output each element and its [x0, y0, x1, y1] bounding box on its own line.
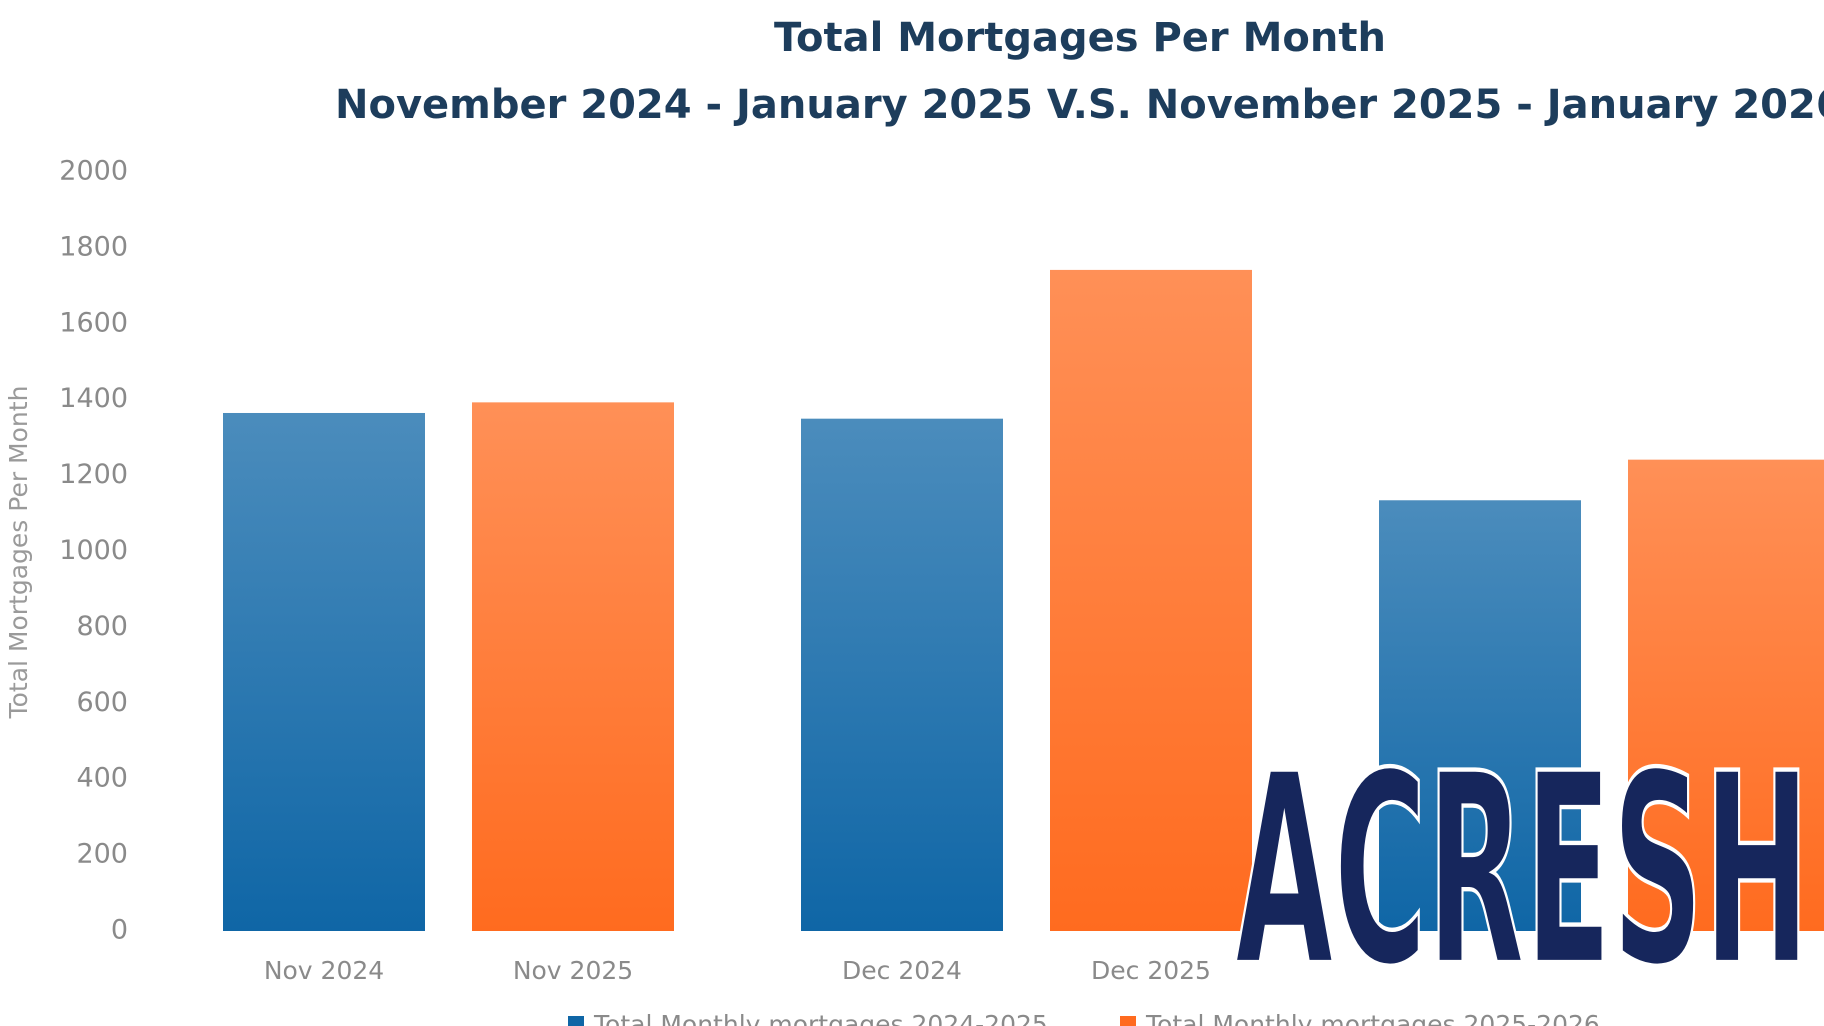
bar	[472, 402, 674, 931]
y-tick-label: 200	[76, 839, 128, 870]
bar	[223, 412, 425, 931]
legend-swatch	[568, 1016, 584, 1026]
y-tick-label: 0	[111, 915, 128, 946]
y-tick-label: 1600	[59, 307, 128, 338]
bar	[1628, 459, 1824, 931]
y-tick-label: 600	[76, 687, 128, 718]
y-tick-label: 2000	[59, 156, 128, 187]
y-tick-label: 1000	[59, 535, 128, 566]
chart-title: Total Mortgages Per Month	[774, 15, 1386, 61]
legend-label: Total Monthly mortgages 2024-2025	[593, 1010, 1048, 1026]
y-axis-title: Total Mortgages Per Month	[4, 386, 33, 720]
bar	[801, 418, 1003, 931]
y-tick-label: 400	[76, 763, 128, 794]
x-tick-label: Dec 2024	[842, 956, 962, 985]
bar	[1379, 500, 1581, 931]
x-tick-label: Dec 2025	[1091, 956, 1211, 985]
y-tick-label: 800	[76, 611, 128, 642]
x-tick-label: Nov 2025	[513, 956, 633, 985]
legend-swatch	[1120, 1016, 1136, 1026]
x-tick-label: Nov 2024	[264, 956, 384, 985]
y-tick-label: 1800	[59, 231, 128, 262]
legend-label: Total Monthly mortgages 2025-2026	[1145, 1010, 1600, 1026]
y-tick-label: 1200	[59, 459, 128, 490]
watermark: ACRESH	[1235, 718, 1810, 1025]
y-tick-label: 1400	[59, 383, 128, 414]
bar	[1050, 269, 1252, 931]
chart-subtitle: November 2024 - January 2025 V.S. Novemb…	[335, 82, 1824, 128]
